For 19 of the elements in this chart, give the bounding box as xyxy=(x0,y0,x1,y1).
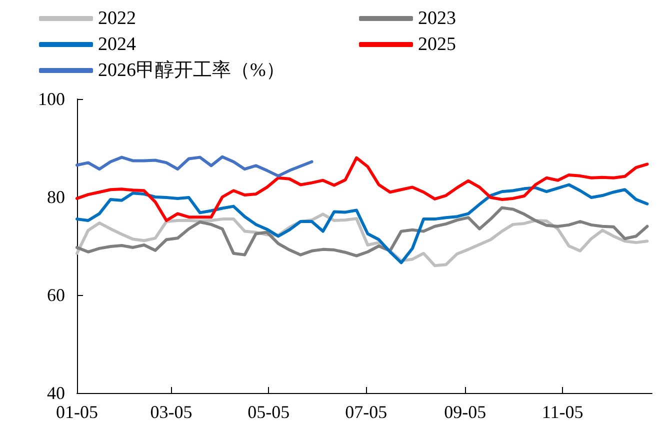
y-tick-label: 60 xyxy=(47,285,65,305)
x-tick-label: 07-05 xyxy=(345,402,388,422)
legend-label: 2024 xyxy=(98,34,136,55)
x-tick-label: 05-05 xyxy=(248,402,290,422)
x-tick-label: 03-05 xyxy=(150,402,192,422)
x-tick-label: 09-05 xyxy=(444,402,486,422)
legend-label: 2026甲醇开工率（%） xyxy=(98,59,285,81)
y-tick-label: 80 xyxy=(47,187,65,207)
line-series xyxy=(76,206,649,258)
line-series xyxy=(76,155,314,178)
x-tick-label: 11-05 xyxy=(542,402,584,422)
legend-label: 2022 xyxy=(98,8,136,29)
legend-label: 2023 xyxy=(418,8,456,29)
y-tick-label: 100 xyxy=(38,89,65,109)
x-tick-label: 01-05 xyxy=(56,402,98,422)
legend-label: 2025 xyxy=(418,34,456,55)
y-tick-label: 40 xyxy=(47,383,65,403)
line-series xyxy=(76,156,649,222)
line-series xyxy=(76,183,649,264)
